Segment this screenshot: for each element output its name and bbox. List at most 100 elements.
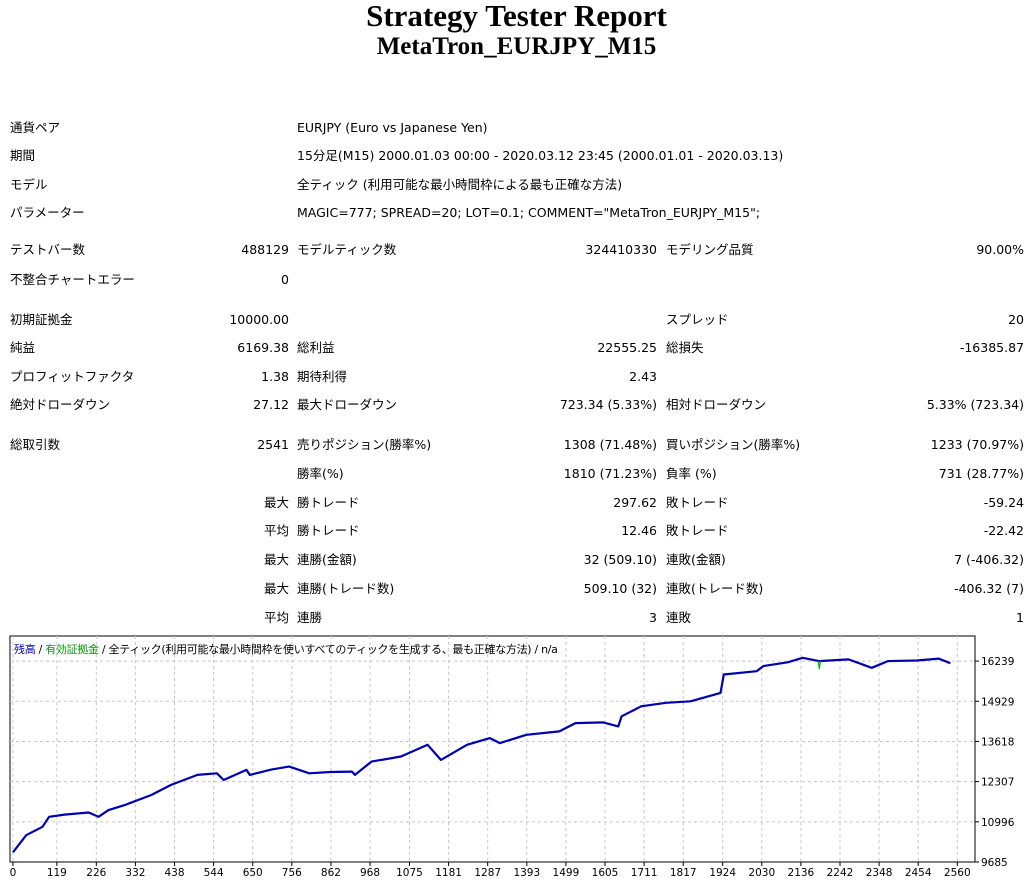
stat-value: 2541: [257, 437, 289, 452]
x-tick-label: 438: [164, 867, 184, 879]
stat-label: 初期証拠金: [10, 312, 73, 327]
y-tick-label: 10996: [981, 817, 1015, 829]
report-subtitle: MetaTron_EURJPY_M15: [376, 33, 657, 60]
stat-value: 324410330: [585, 242, 657, 257]
legend-balance: 残高: [14, 643, 36, 656]
x-tick-label: 2348: [866, 867, 893, 879]
stat-value: 509.10 (32): [583, 581, 657, 596]
stat-label: 総利益: [297, 340, 335, 355]
equity-line: [817, 661, 821, 670]
info-value: MAGIC=777; SPREAD=20; LOT=0.1; COMMENT="…: [297, 205, 761, 220]
x-tick-label: 0: [10, 867, 17, 879]
x-tick-label: 544: [204, 867, 224, 879]
x-tick-label: 1181: [435, 867, 462, 879]
stat-label: 連勝: [297, 610, 323, 625]
stat-label: モデリング品質: [666, 242, 754, 257]
y-tick-label: 9685: [981, 857, 1008, 869]
stat-label: 敗トレード: [666, 523, 729, 538]
stat-label: モデルティック数: [297, 242, 397, 257]
stat-value: 1233 (70.97%): [930, 437, 1024, 452]
stat-value: 731 (28.77%): [938, 466, 1024, 481]
stat-label: 勝トレード: [297, 523, 360, 538]
stat-label: テストバー数: [10, 242, 86, 257]
stat-value: 7 (-406.32): [954, 552, 1024, 567]
info-label: 期間: [10, 148, 36, 163]
stat-value: -59.24: [983, 495, 1024, 510]
x-tick-label: 1075: [396, 867, 423, 879]
stat-qualifier: 平均: [263, 610, 289, 625]
x-tick-label: 1499: [553, 867, 580, 879]
x-tick-label: 862: [321, 867, 341, 879]
legend-separator: /: [101, 643, 106, 656]
legend-model: 全ティック(利用可能な最小時間枠を使いすべてのティックを生成する、最も正確な方法…: [108, 643, 532, 656]
stat-value: 5.33% (723.34): [926, 397, 1024, 412]
stat-label: 相対ドローダウン: [666, 397, 767, 412]
stat-value: 10000.00: [229, 312, 289, 327]
stat-value: 488129: [241, 242, 289, 257]
stat-label: プロフィットファクタ: [10, 369, 135, 384]
y-tick-label: 12307: [981, 777, 1014, 789]
stat-value: 6169.38: [237, 340, 289, 355]
x-tick-label: 1924: [709, 867, 736, 879]
stat-value: -22.42: [983, 523, 1024, 538]
y-tick-label: 16239: [981, 656, 1014, 668]
info-label: パラメーター: [10, 205, 85, 220]
stat-value: 1810 (71.23%): [563, 466, 657, 481]
legend-extra: n/a: [541, 643, 558, 656]
x-tick-label: 119: [47, 867, 67, 879]
stat-label: 敗トレード: [666, 495, 729, 510]
info-label: 通貨ペア: [10, 120, 61, 135]
stat-label: スプレッド: [666, 312, 729, 327]
stat-value: 22555.25: [597, 340, 657, 355]
info-label: モデル: [10, 177, 48, 192]
stat-value: 723.34 (5.33%): [559, 397, 657, 412]
y-tick-label: 13618: [981, 736, 1014, 748]
stat-label: 連勝(トレード数): [297, 581, 395, 596]
stat-label: 最大ドローダウン: [297, 397, 398, 412]
stat-label: 連敗(トレード数): [666, 581, 764, 596]
x-tick-label: 1287: [474, 867, 501, 879]
info-value: 全ティック (利用可能な最小時間枠による最も正確な方法): [297, 177, 623, 192]
stat-label: 連敗(金額): [666, 552, 726, 567]
stat-value: 0: [281, 272, 289, 287]
x-tick-label: 2454: [905, 867, 932, 879]
stat-label: 不整合チャートエラー: [10, 272, 135, 287]
y-tick-label: 14929: [981, 696, 1014, 708]
x-tick-label: 1711: [631, 867, 658, 879]
stat-label: 買いポジション(勝率%): [666, 437, 801, 452]
stat-label: 絶対ドローダウン: [10, 397, 111, 412]
stat-label: 期待利得: [297, 369, 348, 384]
stat-value: 20: [1008, 312, 1024, 327]
x-tick-label: 756: [282, 867, 302, 879]
legend-separator: /: [38, 643, 43, 656]
stat-value: 27.12: [253, 397, 289, 412]
plot-frame: [9, 635, 976, 863]
stat-qualifier: 最大: [263, 581, 289, 596]
info-value: EURJPY (Euro vs Japanese Yen): [297, 120, 488, 135]
stat-label: 純益: [10, 340, 36, 355]
stat-value: 1308 (71.48%): [563, 437, 657, 452]
stat-value: 297.62: [613, 495, 657, 510]
x-tick-label: 1817: [670, 867, 697, 879]
legend-separator: /: [534, 643, 539, 656]
stat-value: 90.00%: [976, 242, 1024, 257]
report-title: Strategy Tester Report: [366, 0, 667, 33]
x-tick-label: 2242: [827, 867, 854, 879]
stat-value: 1.38: [261, 369, 289, 384]
stat-value: -406.32 (7): [954, 581, 1024, 596]
stat-label: 勝トレード: [297, 495, 360, 510]
x-tick-label: 332: [125, 867, 145, 879]
x-tick-label: 650: [243, 867, 263, 879]
info-value: 15分足(M15) 2000.01.03 00:00 - 2020.03.12 …: [297, 148, 784, 163]
stat-label: 総取引数: [10, 437, 61, 452]
balance-line: [12, 656, 951, 853]
x-tick-label: 2560: [944, 867, 971, 879]
x-tick-label: 2136: [788, 867, 815, 879]
x-tick-label: 2030: [748, 867, 775, 879]
stat-qualifier: 平均: [263, 523, 289, 538]
stat-value: 2.43: [629, 369, 657, 384]
stat-qualifier: 最大: [263, 552, 289, 567]
chart-legend: 残高 / 有効証拠金 / 全ティック(利用可能な最小時間枠を使いすべてのティック…: [14, 641, 558, 657]
stat-label: 連勝(金額): [297, 552, 357, 567]
stat-label: 売りポジション(勝率%): [297, 437, 432, 452]
